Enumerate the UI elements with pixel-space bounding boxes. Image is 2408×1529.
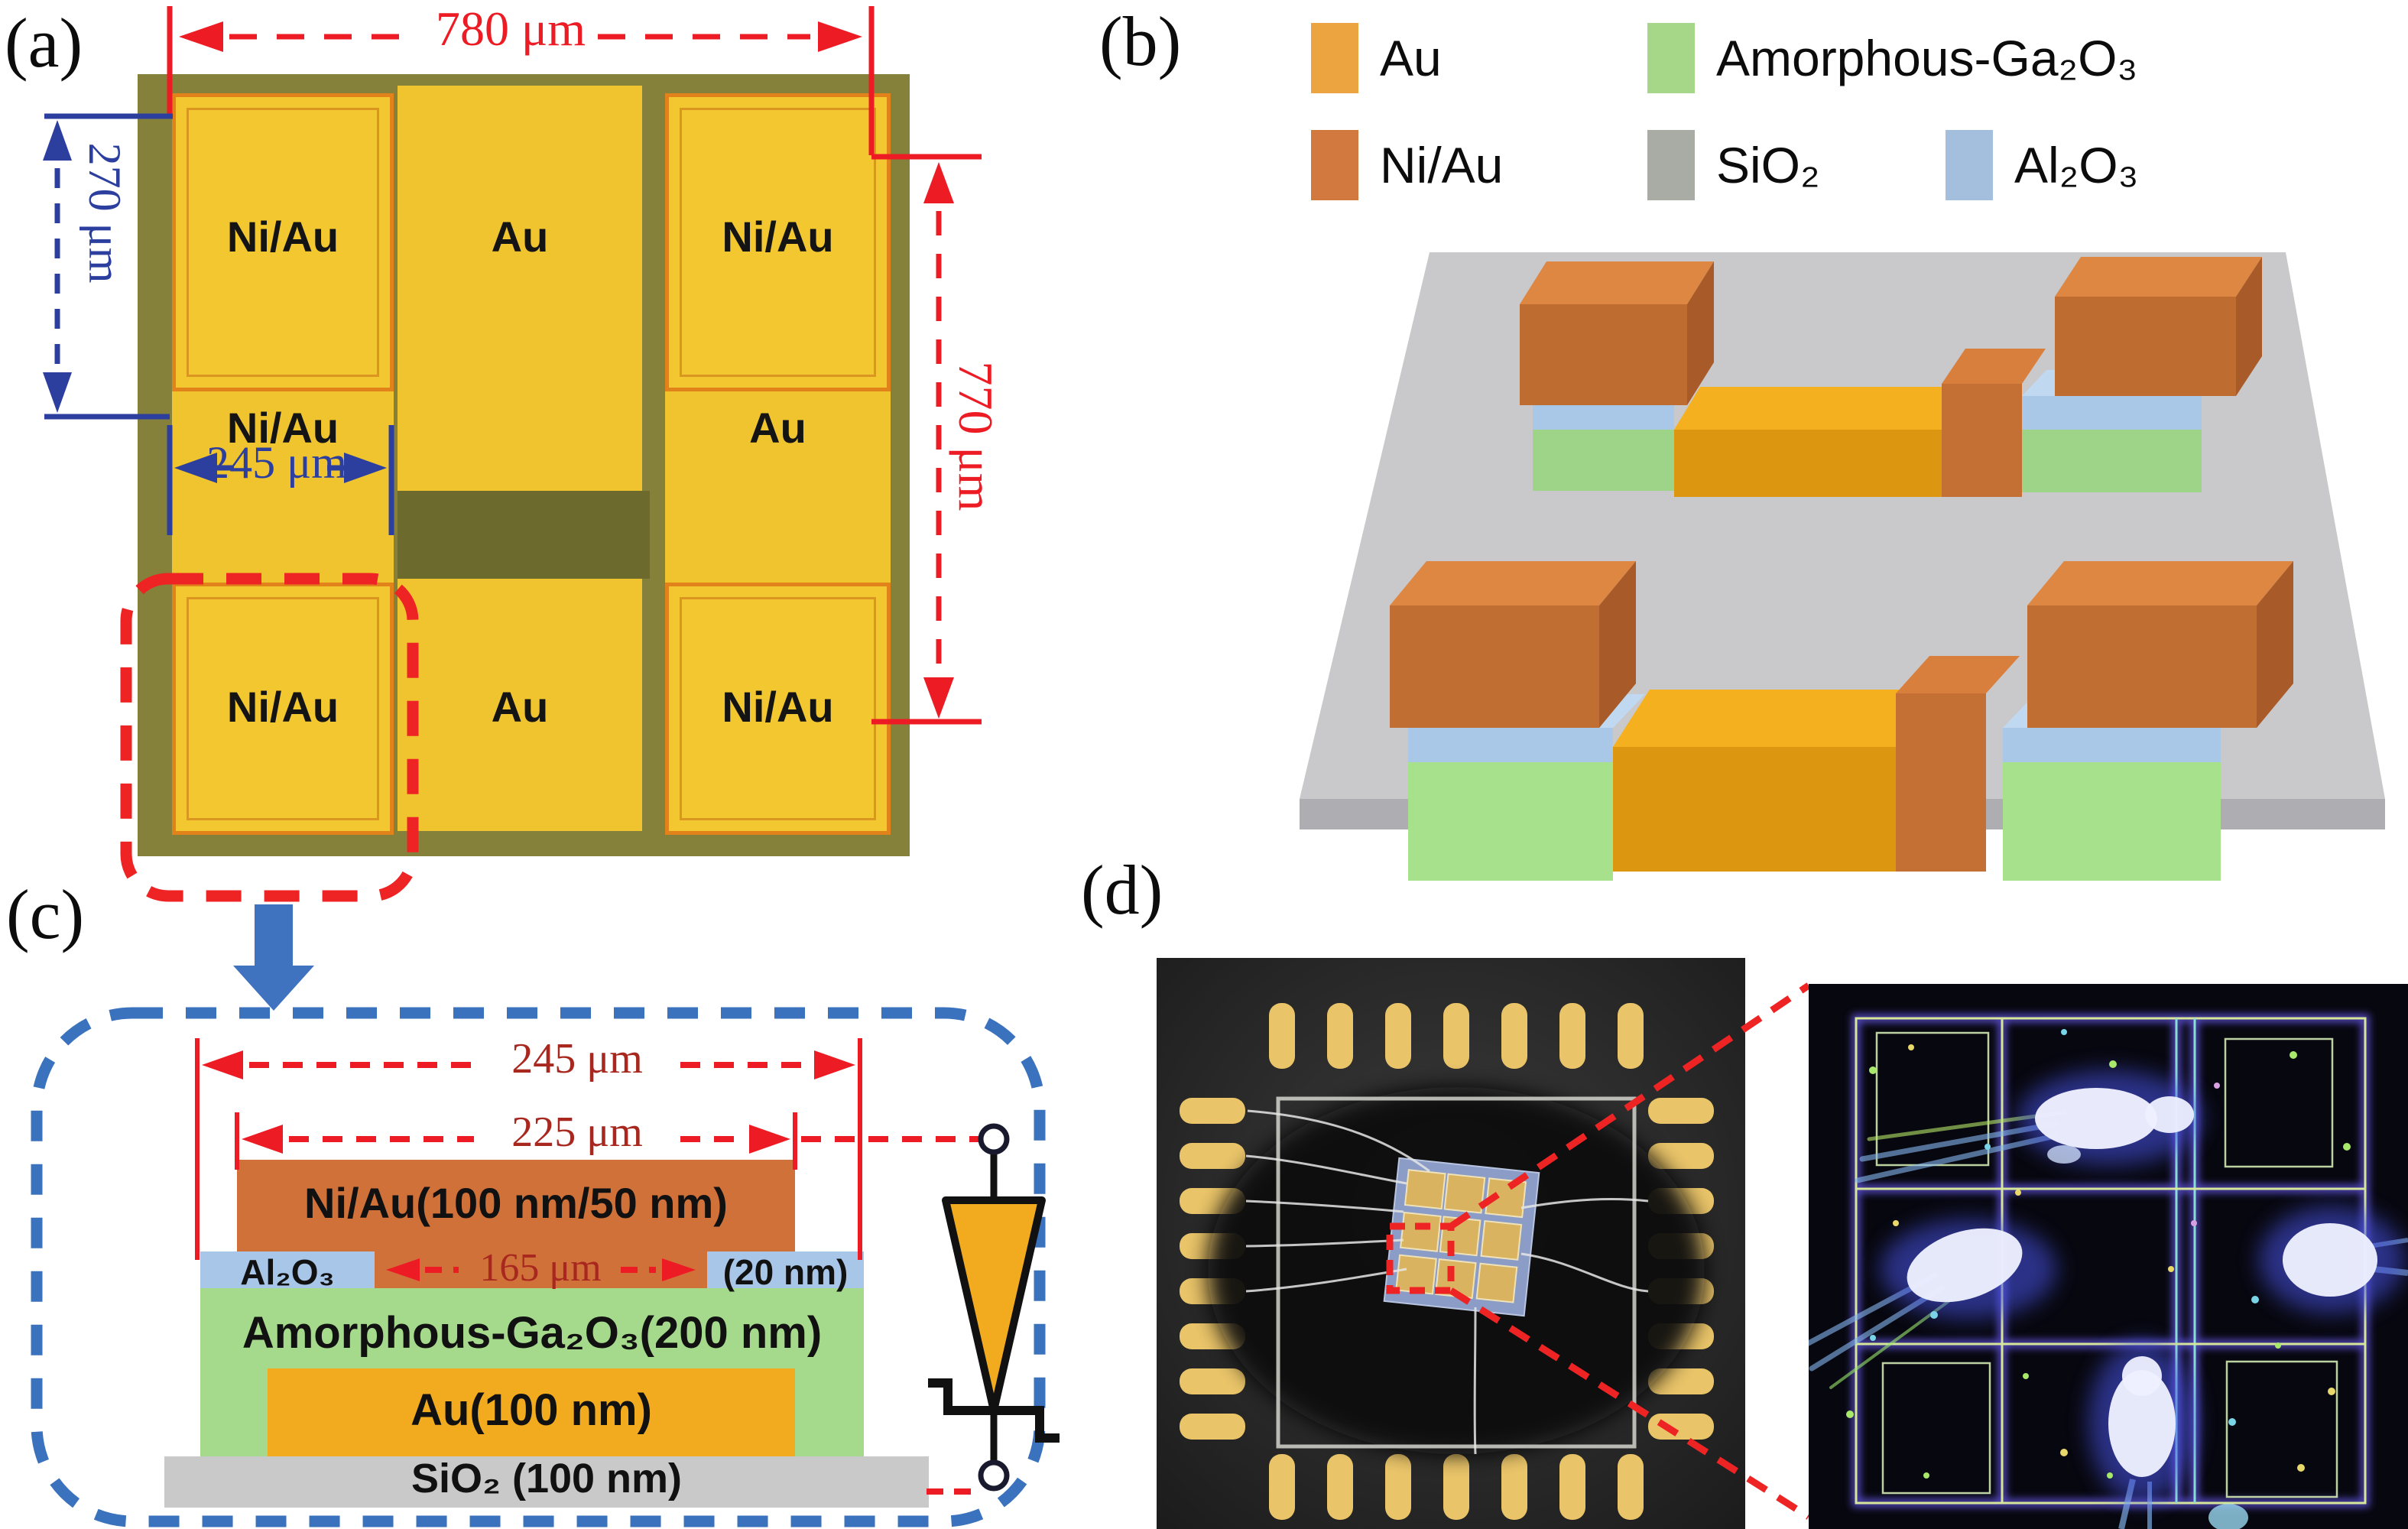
legend-item-ga2o3: Amorphous-Ga₂O₃ [1647,23,2137,93]
ni-au-pad-bottom-right [665,583,891,835]
arrowhead-down-770 [923,677,954,719]
panel-c-letter: (c) [6,875,85,953]
arrowhead-right-780 [818,21,862,52]
debris-dots [1846,1029,2351,1479]
package-bond-pads [1180,1003,1714,1520]
legend-label: Al₂O₃ [2014,137,2139,193]
dim-165um-c: 165 μm [479,1246,602,1290]
au-pad-bottom-center [398,579,642,831]
diode-schottky-cathode-bar [928,1378,1060,1443]
device-outline-glow [1851,1014,2370,1508]
ga2o3-layer-label: Amorphous-Ga₂O₃(200 nm) [242,1308,823,1358]
dim-225um-c: 225 μm [511,1109,643,1156]
wirebond-glow-bottom [2088,1342,2248,1529]
legend-swatch [1311,23,1358,93]
ni-au-layer-label: Ni/Au(100 nm/50 nm) [304,1179,728,1227]
wirebond-glow-top [1855,1070,2202,1183]
legend-swatch [1311,130,1358,200]
diode-terminal-bottom [978,1459,1010,1492]
inner-pad-outlines [1875,1031,2338,1498]
wirebond-glow-right [2259,1206,2408,1313]
dim-770um: 770 μm [949,361,1003,511]
device-outline-core [1855,1017,2367,1505]
dim-245um-a: 245 μm [206,437,347,488]
pad-label: Ni/Au [722,683,834,731]
pad-label: Ni/Au [226,213,339,261]
ni-au-swatch [1311,130,1358,200]
zoom-down-arrow [233,904,314,1011]
legend-item-au: Au [1311,23,1442,93]
ni-au-pad-top-left [172,93,394,391]
chip-highlight-dashed-box [1386,1222,1455,1294]
dim-270um: 270 μm [80,142,130,284]
diode-terminal-top [978,1123,1010,1155]
legend-item-sio2: SiO₂ [1647,130,1820,200]
pad-label: Au [749,404,806,452]
diode-anode-triangle [942,1196,1046,1414]
pad-label: Ni/Au [722,213,834,261]
arrowhead-left-780 [179,21,223,52]
panel-b-3d-render [1300,252,2385,881]
au-pad-top-center [398,86,642,491]
dim-780um: 780 μm [435,2,586,56]
dim-245um-c: 245 μm [511,1035,643,1083]
legend-swatch [1647,23,1695,93]
legend-label: Amorphous-Ga₂O₃ [1716,30,2138,86]
al2o3-swatch [1946,130,1993,200]
legend-item-ni-au: Ni/Au [1311,130,1503,200]
legend-item-al2o3: Al₂O₃ [1946,130,2139,200]
pad-label: Au [491,213,549,261]
legend-swatch [1946,130,1993,200]
wirebond-glow-left [1809,1219,2056,1389]
al2o3-thickness-label: (20 nm) [722,1252,849,1292]
cavity-outline [1276,1096,1637,1449]
au-swatch [1311,23,1358,93]
sio2-swatch [1647,130,1695,200]
substrate-front-face [1300,799,2385,829]
legend-label: SiO₂ [1716,137,1820,193]
legend-label: Ni/Au [1380,137,1504,193]
pad-label: Ni/Au [226,404,339,452]
panel-d-letter: (d) [1081,851,1163,929]
panel-b-letter: (b) [1099,2,1182,80]
sio2-layer-label: SiO₂ (100 nm) [411,1456,683,1501]
legend-swatch [1647,130,1695,200]
legend-label: Au [1380,30,1442,86]
panel-a-microscope-image: Ni/Au Au Ni/Au Ni/Au Au Ni/Au Au Ni/Au [138,74,910,856]
ga2o3-swatch [1647,23,1695,93]
arrowhead-up-270 [43,120,72,161]
al2o3-layer-label: Al₂O₃ [240,1252,335,1292]
pad-label: Au [491,683,549,731]
arrowhead-up-770 [923,162,954,203]
schottky-diode-symbol [928,1123,1060,1492]
zoom-projection-lines [1449,982,1811,1520]
au-layer-label: Au(100 nm) [411,1385,652,1435]
wire-bonds [1245,1109,1649,1455]
panel-a-letter: (a) [5,4,83,82]
bare-substrate-square [398,491,650,579]
ni-au-pad-top-right [665,93,891,391]
panel-d-darkfield-image [1809,984,2408,1529]
substrate-top-face [1300,252,2385,799]
epoxy-well [1208,1087,1705,1454]
photodetector-chip [1383,1157,1540,1317]
arrowhead-down-270 [43,372,72,413]
panel-d-package-photo [1157,958,1745,1529]
pad-label: Ni/Au [226,683,339,731]
